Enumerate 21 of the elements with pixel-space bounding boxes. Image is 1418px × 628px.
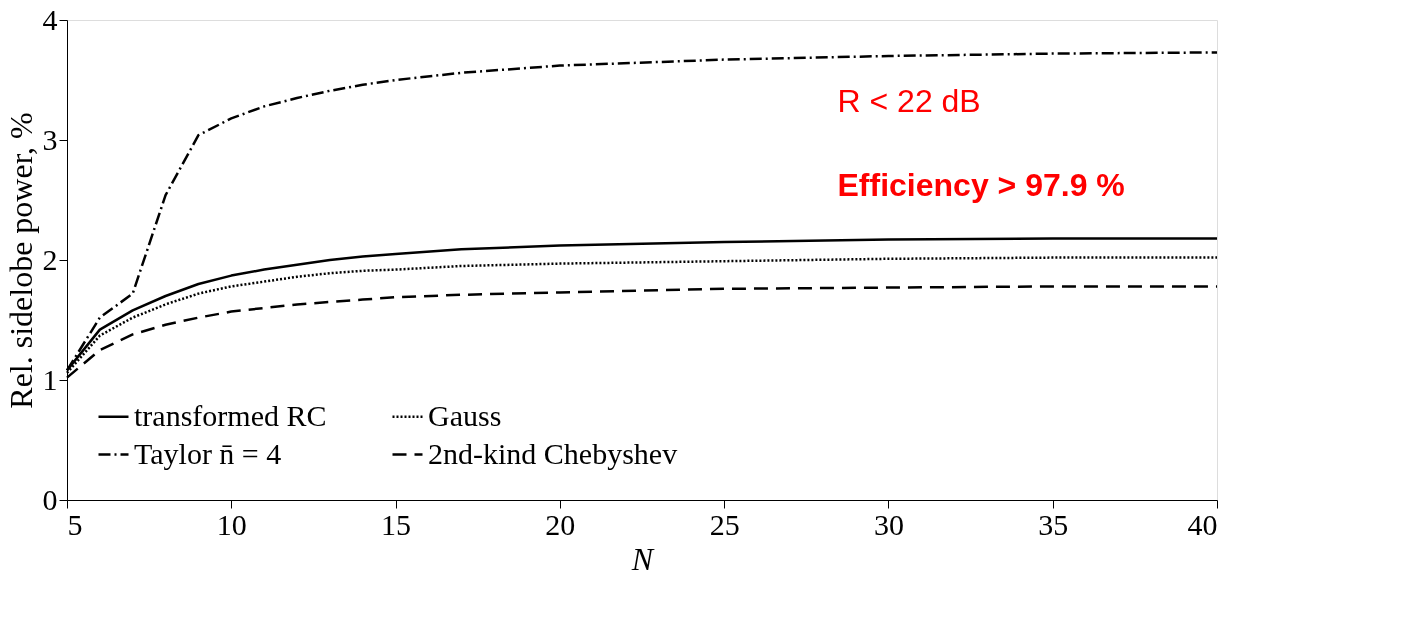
x-tick-label: 5 (67, 507, 83, 541)
legend-label: Gauss (428, 398, 502, 432)
annotation: Efficiency > 97.9 % (837, 166, 1125, 203)
y-tick-label: 1 (42, 362, 58, 396)
x-tick-label: 20 (545, 507, 576, 541)
x-axis-title: N (630, 540, 655, 577)
x-tick-label: 10 (216, 507, 247, 541)
y-axis-title: Rel. sidelobe power, % (2, 112, 39, 409)
legend-label: Taylor n̄ = 4 (134, 436, 282, 470)
y-tick-label: 3 (42, 122, 58, 156)
y-tick-label: 0 (42, 482, 58, 516)
legend-label: transformed RC (134, 398, 327, 432)
y-tick-label: 2 (42, 242, 58, 276)
x-tick-label: 40 (1187, 507, 1218, 541)
x-tick-label: 30 (873, 507, 904, 541)
x-tick-label: 25 (709, 507, 740, 541)
x-tick-label: 15 (381, 507, 412, 541)
y-tick-label: 4 (42, 2, 58, 36)
annotation: R < 22 dB (837, 82, 981, 119)
legend-label: 2nd-kind Chebyshev (428, 436, 678, 470)
x-tick-label: 35 (1038, 507, 1069, 541)
